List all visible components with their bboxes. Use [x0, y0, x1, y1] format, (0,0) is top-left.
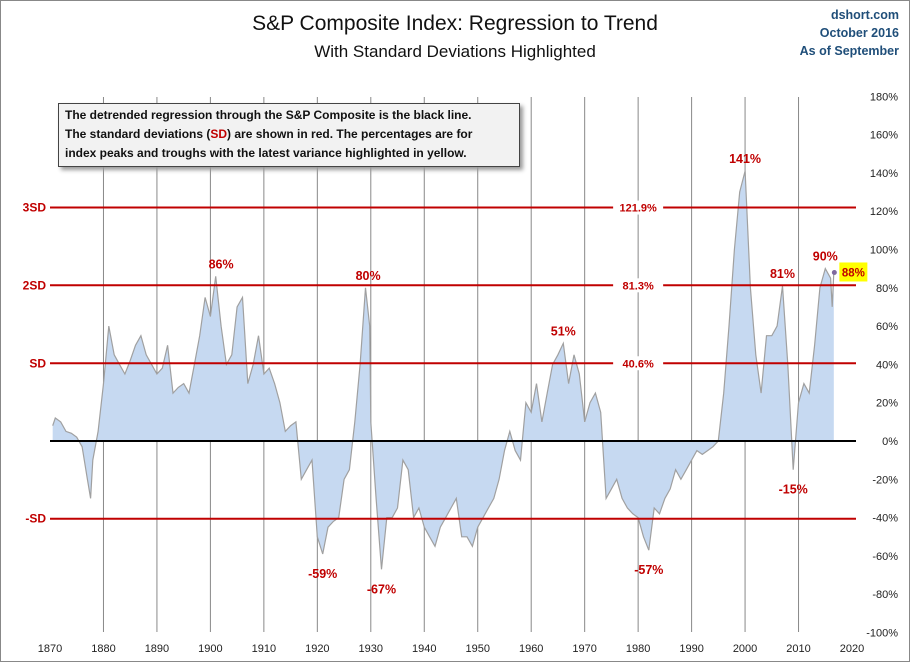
sd-value-bg — [613, 278, 664, 293]
chart-title: S&P Composite Index: Regression to Trend — [252, 12, 658, 35]
y-tick-label: -60% — [872, 551, 898, 563]
note-sd: SD — [210, 127, 228, 141]
data-label: -59% — [308, 567, 337, 581]
latest-marker — [831, 269, 837, 275]
note-line-3: index peaks and troughs with the latest … — [65, 146, 467, 160]
y-tick-label: 180% — [870, 91, 898, 103]
y-tick-label: 40% — [876, 359, 898, 371]
data-label: -57% — [634, 563, 663, 577]
x-tick-label: 1970 — [572, 643, 596, 655]
x-tick-label: 1890 — [145, 643, 169, 655]
x-tick-label: 1880 — [91, 643, 115, 655]
sd-value-label: 40.6% — [623, 358, 654, 370]
y-tick-label: 0% — [882, 436, 898, 448]
source-date: October 2016 — [819, 26, 899, 40]
y-tick-label: 80% — [876, 283, 898, 295]
data-label: 86% — [209, 257, 234, 271]
x-tick-label: 2010 — [786, 643, 810, 655]
y-tick-label: 20% — [876, 398, 898, 410]
deviation-area — [52, 171, 834, 570]
sd-value-bg — [613, 200, 664, 215]
y-tick-label: 60% — [876, 321, 898, 333]
data-label: 81% — [770, 267, 795, 281]
y-tick-label: -20% — [872, 474, 898, 486]
y-tick-label: 160% — [870, 130, 898, 142]
data-label: 141% — [729, 152, 761, 166]
y-tick-label: 100% — [870, 245, 898, 257]
x-tick-label: 1980 — [626, 643, 650, 655]
y-tick-label: -80% — [872, 589, 898, 601]
note-text: The standard deviations ( — [65, 127, 211, 141]
x-tick-label: 1870 — [38, 643, 62, 655]
chart-subtitle: With Standard Deviations Highlighted — [314, 42, 596, 61]
data-label: 80% — [356, 269, 381, 283]
sd-label: 2SD — [23, 278, 47, 292]
x-tick-label: 2000 — [733, 643, 757, 655]
y-tick-label: 140% — [870, 168, 898, 180]
note-line-1: The detrended regression through the S&P… — [65, 108, 472, 122]
latest-highlight — [839, 262, 868, 282]
data-label: 90% — [813, 250, 838, 264]
y-tick-label: 120% — [870, 206, 898, 218]
source-site: dshort.com — [830, 8, 899, 22]
data-label: 51% — [551, 324, 576, 338]
data-label: -67% — [367, 582, 396, 596]
sd-label: -SD — [25, 512, 46, 526]
sd-value-label: 121.9% — [619, 203, 657, 215]
sd-value-bg — [613, 356, 664, 371]
sd-value-label: 81.3% — [623, 280, 654, 292]
sd-label: SD — [29, 356, 46, 370]
note-text: ) are shown in red. The percentages are … — [227, 127, 473, 141]
x-tick-label: 1990 — [679, 643, 703, 655]
sd-label: 3SD — [23, 201, 47, 215]
x-tick-label: 1950 — [465, 643, 489, 655]
x-tick-label: 1960 — [519, 643, 543, 655]
data-label: -15% — [779, 483, 808, 497]
latest-label: 88% — [842, 267, 865, 279]
x-tick-label: 1930 — [359, 643, 383, 655]
note-box: The detrended regression through the S&P… — [58, 103, 520, 167]
x-tick-label: 2020 — [840, 643, 864, 655]
source-asof: As of September — [799, 44, 899, 58]
note-line-2: The standard deviations (SD) are shown i… — [65, 125, 519, 144]
x-tick-label: 1940 — [412, 643, 436, 655]
x-tick-label: 1900 — [198, 643, 222, 655]
x-tick-label: 1910 — [252, 643, 276, 655]
y-tick-label: -40% — [872, 513, 898, 525]
deviation-line — [52, 170, 835, 570]
y-tick-label: -100% — [866, 628, 898, 640]
x-tick-label: 1920 — [305, 643, 329, 655]
